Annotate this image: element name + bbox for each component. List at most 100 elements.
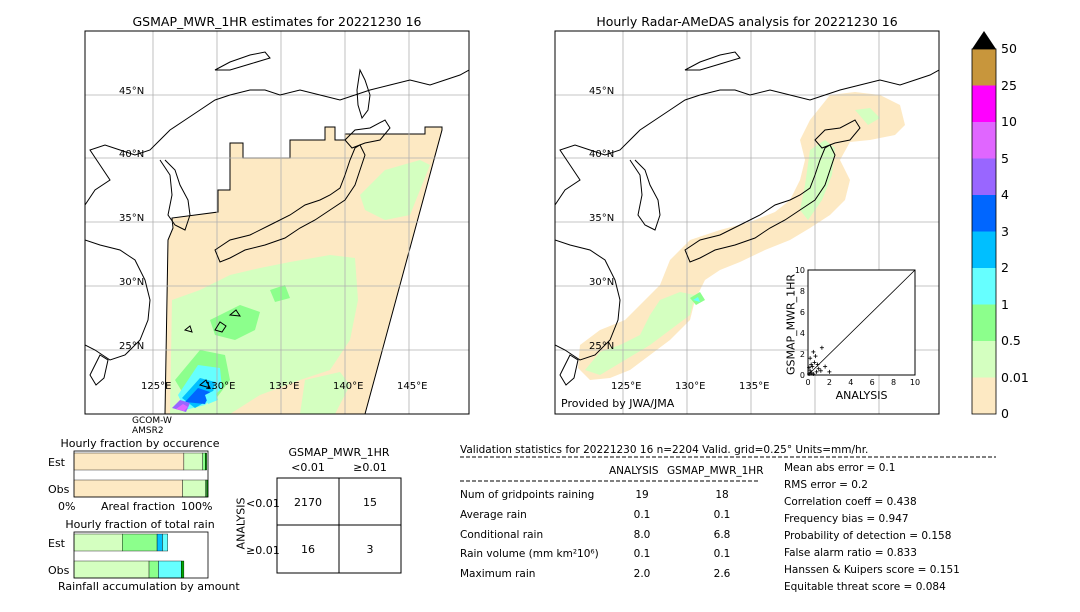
contingency-cell: 2170: [294, 496, 322, 509]
coastline-hokkaido: [344, 119, 391, 149]
lon-label: 140°E: [333, 381, 364, 392]
scatter-point: [813, 354, 818, 359]
scatter-y-tick: 8: [800, 287, 805, 296]
colorbar-segment: [972, 377, 996, 414]
rain-area-deepblue: [185, 388, 210, 404]
coastline-sakhalin: [356, 68, 371, 120]
left-map-frame: [84, 30, 470, 415]
scatter-x-tick: 10: [910, 378, 920, 387]
colorbar-label: 0.5: [1001, 333, 1021, 348]
scatter-y-tick: 10: [795, 266, 805, 275]
validation-row-label: Num of gridpoints raining: [460, 489, 595, 501]
colorbar-label: 5: [1001, 150, 1009, 166]
validation-row-label: Rain volume (mm km²10⁶): [460, 548, 599, 560]
coastline-islands: [183, 309, 242, 389]
lon-label: 135°E: [739, 381, 770, 392]
validation-analysis-value: 0.1: [633, 548, 651, 560]
score-line: Mean abs error = 0.1: [784, 462, 896, 474]
contingency-row-label: ≥0.01: [246, 544, 280, 557]
left-map-title: GSMAP_MWR_1HR estimates for 20221230 16: [132, 14, 422, 29]
coastline-sakhalin-north: [214, 51, 271, 71]
lon-label: 130°E: [675, 381, 706, 392]
colorbar-label: 3: [1001, 223, 1009, 239]
lon-label: 125°E: [141, 381, 172, 392]
colorbar-segment: [972, 268, 996, 305]
scatter-point: [811, 349, 816, 354]
score-line: Equitable threat score = 0.084: [784, 581, 946, 593]
score-line: RMS error = 0.2: [784, 479, 868, 491]
validation-gsmap-value: 2.6: [713, 568, 731, 580]
coastline-korea: [629, 159, 661, 231]
scatter-point: [816, 366, 821, 371]
scatter-point: [814, 369, 819, 374]
sensor-label: AMSR2: [132, 426, 164, 436]
coastline-japan: [684, 144, 836, 263]
scatter-y-tick: 6: [800, 308, 805, 317]
colorbar-label: 4: [1001, 187, 1009, 202]
colorbar-extend-arrow: [972, 31, 996, 49]
scatter-xlabel: ANALYSIS: [835, 389, 888, 402]
occurrence-xlabel: Areal fraction: [101, 500, 176, 513]
contingency-col-label: ≥0.01: [353, 461, 387, 474]
scatter-y-tick: 0: [800, 371, 805, 380]
scatter-point: [807, 371, 812, 376]
lat-label: 30°N: [119, 277, 145, 288]
fraction-bar-segment: [162, 533, 169, 552]
lon-label: 135°E: [269, 381, 300, 392]
validation-row-label: Maximum rain: [460, 568, 536, 580]
colorbar-label: 50: [1001, 41, 1017, 56]
colorbar-label: 0: [1001, 406, 1009, 421]
scatter-x-tick: 4: [848, 378, 853, 387]
contingency-cell: 16: [301, 543, 315, 556]
score-line: Hanssen & Kuipers score = 0.151: [784, 564, 960, 576]
lat-label: 30°N: [589, 277, 615, 288]
lon-label: 125°E: [611, 381, 642, 392]
validation-analysis-value: 0.1: [633, 509, 651, 521]
lat-label: 45°N: [119, 86, 145, 97]
totalrain-title: Hourly fraction of total rain: [65, 518, 215, 531]
scatter-point: [808, 368, 813, 373]
scatter-point: [808, 356, 813, 361]
lon-label: 145°E: [397, 381, 428, 392]
validation-row-label: Average rain: [460, 509, 527, 521]
lat-label: 40°N: [119, 149, 145, 160]
right-map-title: Hourly Radar-AMeDAS analysis for 2022123…: [596, 14, 898, 29]
right-map-frame: [554, 30, 940, 415]
coastline-china-east: [85, 239, 151, 361]
validation-gsmap-value: 18: [715, 489, 729, 501]
score-line: False alarm ratio = 0.833: [784, 547, 917, 559]
analysis-rain-light: [855, 108, 880, 125]
occurrence-tick: 100%: [181, 500, 213, 513]
coastline-asia: [85, 69, 469, 206]
lat-label: 25°N: [119, 341, 145, 352]
fraction-bar-segment: [205, 452, 207, 471]
contingency-col-label: <0.01: [291, 461, 325, 474]
colorbar-label: 0.01: [1001, 369, 1029, 385]
occurrence-row-label: Est: [48, 456, 65, 469]
totalrain-xlabel: Rainfall accumulation by amount: [58, 580, 240, 593]
analysis-rain-light: [800, 140, 835, 220]
analysis-rain-light: [585, 292, 695, 375]
scatter-x-tick: 0: [805, 378, 810, 387]
scatter-x-tick: 8: [891, 378, 896, 387]
scatter-point: [810, 364, 815, 369]
scatter-diagonal: [807, 269, 916, 376]
contingency-cell: 3: [366, 543, 374, 556]
coastline-sakhalin-north: [684, 51, 741, 71]
colorbar-segment: [972, 341, 996, 378]
scatter-point: [812, 360, 817, 365]
score-line: Correlation coeff = 0.438: [784, 496, 917, 508]
validation-col-gsmap: GSMAP_MWR_1HR: [667, 465, 764, 477]
validation-col-analysis: ANALYSIS: [609, 465, 659, 477]
validation-gsmap-value: 0.1: [713, 548, 731, 560]
lat-label: 45°N: [589, 86, 615, 97]
occurrence-row-label: Obs: [48, 483, 70, 496]
coastline-korea: [159, 159, 191, 231]
scatter-point: [807, 365, 812, 370]
analysis-rain-cyan: [693, 297, 700, 302]
contingency-row-label: <0.01: [246, 497, 280, 510]
